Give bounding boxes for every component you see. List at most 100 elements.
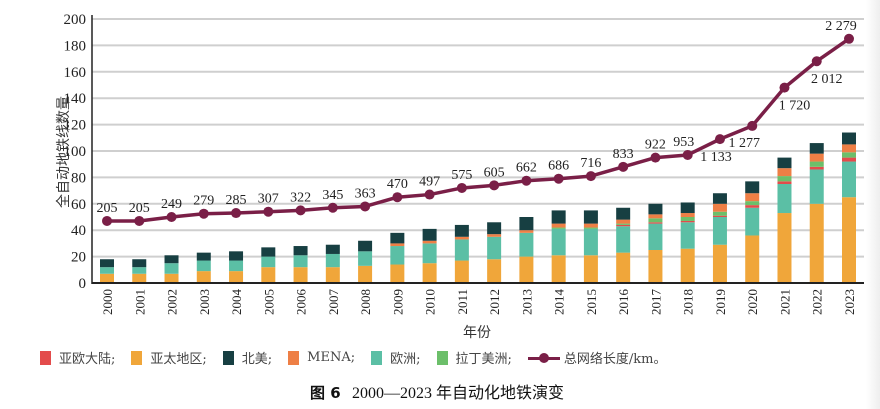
bar-segment [809, 203, 824, 283]
y-tick-label: 0 [79, 276, 87, 292]
bar-segment [777, 213, 792, 283]
legend-label: 欧洲; [390, 352, 421, 367]
bar-segment [132, 267, 147, 274]
legend-item: 亚欧大陆; [40, 348, 115, 367]
line-data-label: 345 [322, 188, 343, 203]
legend-swatch [40, 350, 51, 365]
y-tick-label: 20 [71, 250, 86, 266]
line-point [618, 161, 629, 172]
line-point [327, 202, 338, 213]
bar-stack-2008 [358, 240, 373, 283]
bar-segment [712, 211, 727, 216]
bar-segment [293, 246, 308, 256]
line-point [553, 173, 564, 184]
line-point [198, 208, 209, 219]
line-data-label: 605 [484, 165, 505, 180]
legend-label: 北美; [241, 352, 273, 367]
bar-segment [648, 218, 663, 223]
line-point [585, 171, 596, 182]
line-data-label: 922 [645, 138, 666, 153]
bar-segment [325, 267, 340, 283]
y-tick-label: 160 [64, 65, 87, 81]
bar-segment [745, 201, 760, 206]
line-data-label: 2 279 [825, 19, 857, 34]
bar-segment [648, 214, 663, 219]
bar-stack-2019 [712, 193, 727, 283]
bar-segment [487, 234, 502, 237]
line-data-label: 1 277 [728, 136, 760, 151]
bar-segment [648, 203, 663, 215]
x-tick-label: 2003 [197, 289, 212, 315]
line-data-label: 1 720 [779, 99, 811, 114]
legend-label: MENA; [307, 350, 356, 365]
x-tick-label: 2021 [777, 289, 792, 315]
bar-segment [132, 259, 147, 268]
x-tick-label: 2002 [165, 289, 180, 315]
x-tick-label: 2015 [584, 289, 599, 315]
x-tick-label: 2011 [455, 289, 470, 315]
bar-segment [583, 228, 598, 256]
bar-segment [519, 217, 534, 231]
bar-stack-2004 [229, 251, 244, 283]
x-tick-label: 2001 [132, 289, 147, 315]
y-tick-label: 40 [71, 223, 86, 239]
bar-segment [229, 271, 244, 283]
bar-segment [454, 260, 469, 283]
line-data-label: 470 [387, 177, 408, 192]
legend-swatch [436, 350, 448, 365]
line-point [102, 215, 112, 226]
bar-segment [487, 236, 502, 260]
bar-segment [842, 144, 856, 153]
line-data-label: 953 [673, 135, 694, 150]
line-data-label: 497 [419, 175, 440, 190]
line-data-label: 279 [193, 194, 214, 209]
line-point [424, 189, 435, 200]
bar-segment [583, 210, 598, 224]
legend-item: 拉丁美洲; [436, 348, 512, 367]
bar-stack-2007 [325, 244, 340, 283]
bar-segment [390, 264, 405, 283]
bar-segment [745, 235, 760, 283]
bar-stack-2016 [616, 207, 631, 283]
y-tick-label: 200 [64, 12, 87, 28]
line-data-label: 363 [355, 186, 376, 201]
bar-segment [777, 184, 792, 214]
bar-stack-2015 [583, 210, 598, 283]
x-tick-label: 2019 [713, 289, 728, 315]
bar-segment [519, 230, 534, 233]
bar-segment [100, 267, 114, 274]
bar-stack-2001 [132, 259, 147, 283]
bar-segment [358, 240, 373, 252]
bar-segment [551, 228, 566, 256]
bar-segment [293, 267, 308, 283]
bar-segment [809, 169, 824, 204]
bar-segment [616, 224, 631, 227]
bar-segment [196, 271, 211, 283]
line-data-label: 285 [226, 193, 247, 208]
bar-stack-2000 [100, 259, 114, 283]
x-tick-label: 2016 [616, 289, 631, 316]
bar-segment [616, 252, 631, 283]
bar-segment [712, 244, 727, 283]
bar-stack-2020 [745, 181, 760, 283]
bar-stack-2012 [487, 222, 502, 283]
bar-segment [519, 256, 534, 283]
line-point [263, 206, 274, 217]
bar-segment [390, 243, 405, 247]
bar-segment [616, 207, 631, 220]
bar-segment [358, 251, 373, 266]
bar-segment [680, 222, 695, 249]
bar-segment [454, 239, 469, 261]
legend-item: 欧洲; [371, 348, 421, 367]
y-tick-labels: 0 20 40 60 80 100 120 140 160 180 200 [64, 12, 87, 292]
line-data-label: 2 012 [811, 72, 843, 87]
bar-segment [842, 197, 856, 283]
x-tick-label: 2014 [552, 289, 567, 316]
bar-segment [422, 228, 437, 241]
line-data-label: 249 [161, 197, 182, 212]
line-data-label: 205 [97, 201, 118, 216]
legend-label: 亚欧大陆; [59, 352, 116, 367]
bar-segment [712, 193, 727, 204]
bar-segment [261, 247, 276, 257]
bar-segment [712, 215, 727, 217]
